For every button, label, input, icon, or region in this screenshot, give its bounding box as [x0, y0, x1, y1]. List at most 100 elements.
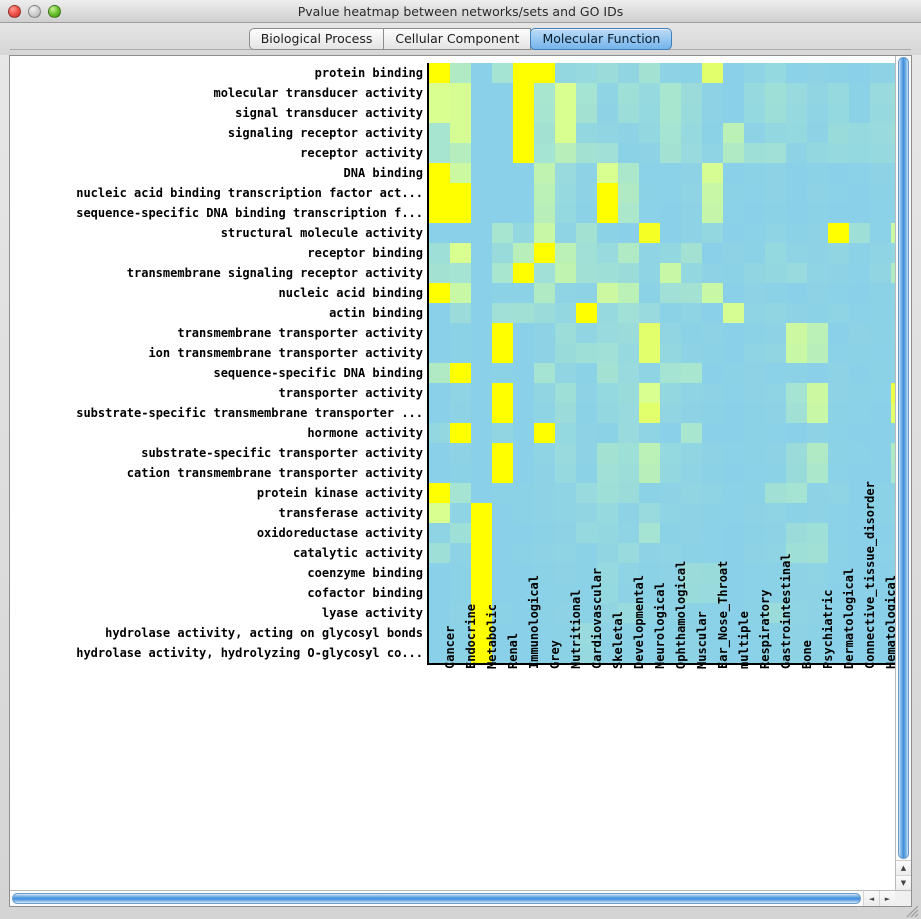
heatmap-cell[interactable] [471, 63, 492, 83]
heatmap-cell[interactable] [723, 363, 744, 383]
heatmap-cell[interactable] [870, 623, 891, 643]
heatmap-cell[interactable] [450, 83, 471, 103]
heatmap-cell[interactable] [471, 383, 492, 403]
heatmap-cell[interactable] [702, 83, 723, 103]
heatmap-cell[interactable] [681, 183, 702, 203]
heatmap-cell[interactable] [555, 403, 576, 423]
heatmap-cell[interactable] [597, 463, 618, 483]
heatmap-cell[interactable] [702, 283, 723, 303]
heatmap-cell[interactable] [555, 163, 576, 183]
heatmap-cell[interactable] [534, 523, 555, 543]
heatmap-cell[interactable] [576, 303, 597, 323]
heatmap-cell[interactable] [639, 343, 660, 363]
heatmap-cell[interactable] [429, 243, 450, 263]
heatmap-cell[interactable] [618, 283, 639, 303]
heatmap-cell[interactable] [450, 463, 471, 483]
heatmap-cell[interactable] [576, 643, 597, 663]
heatmap-cell[interactable] [450, 223, 471, 243]
heatmap-cell[interactable] [576, 323, 597, 343]
heatmap-cell[interactable] [723, 243, 744, 263]
heatmap-cell[interactable] [429, 483, 450, 503]
heatmap-cell[interactable] [450, 183, 471, 203]
heatmap-cell[interactable] [765, 343, 786, 363]
heatmap-cell[interactable] [765, 423, 786, 443]
heatmap-cell[interactable] [765, 563, 786, 583]
heatmap-cell[interactable] [471, 463, 492, 483]
heatmap-cell[interactable] [786, 523, 807, 543]
heatmap-cell[interactable] [555, 303, 576, 323]
vertical-scrollbar[interactable]: ▲ ▼ [895, 56, 911, 891]
heatmap-cell[interactable] [828, 503, 849, 523]
heatmap-cell[interactable] [513, 443, 534, 463]
heatmap-cell[interactable] [618, 223, 639, 243]
heatmap-cell[interactable] [492, 263, 513, 283]
heatmap-cell[interactable] [597, 563, 618, 583]
heatmap-cell[interactable] [702, 263, 723, 283]
heatmap-cell[interactable] [555, 223, 576, 243]
heatmap-cell[interactable] [786, 203, 807, 223]
heatmap-cell[interactable] [744, 203, 765, 223]
heatmap-cell[interactable] [450, 283, 471, 303]
heatmap-cell[interactable] [891, 343, 895, 363]
heatmap-cell[interactable] [786, 283, 807, 303]
heatmap-cell[interactable] [849, 363, 870, 383]
heatmap-cell[interactable] [681, 403, 702, 423]
heatmap-cell[interactable] [492, 63, 513, 83]
heatmap-cell[interactable] [765, 523, 786, 543]
heatmap-cell[interactable] [828, 403, 849, 423]
heatmap-cell[interactable] [492, 303, 513, 323]
heatmap-cell[interactable] [429, 623, 450, 643]
heatmap-cell[interactable] [891, 223, 895, 243]
heatmap-cell[interactable] [492, 283, 513, 303]
heatmap-cell[interactable] [597, 403, 618, 423]
heatmap-cell[interactable] [534, 383, 555, 403]
heatmap-cell[interactable] [660, 183, 681, 203]
heatmap-cell[interactable] [471, 543, 492, 563]
heatmap-cell[interactable] [429, 463, 450, 483]
heatmap-cell[interactable] [828, 343, 849, 363]
heatmap-cell[interactable] [576, 523, 597, 543]
heatmap-cell[interactable] [429, 383, 450, 403]
heatmap-cell[interactable] [555, 423, 576, 443]
heatmap-cell[interactable] [702, 623, 723, 643]
heatmap-cell[interactable] [534, 483, 555, 503]
heatmap-cell[interactable] [492, 183, 513, 203]
heatmap-cell[interactable] [702, 123, 723, 143]
heatmap-cell[interactable] [849, 283, 870, 303]
heatmap-cell[interactable] [744, 303, 765, 323]
heatmap-cell[interactable] [471, 343, 492, 363]
heatmap-cell[interactable] [786, 323, 807, 343]
heatmap-cell[interactable] [492, 363, 513, 383]
horizontal-scrollbar[interactable]: ◄ ► [10, 890, 911, 906]
heatmap-cell[interactable] [597, 243, 618, 263]
heatmap-cell[interactable] [513, 383, 534, 403]
heatmap-cell[interactable] [660, 463, 681, 483]
heatmap-cell[interactable] [849, 583, 870, 603]
heatmap-cell[interactable] [660, 103, 681, 123]
heatmap-cell[interactable] [450, 623, 471, 643]
heatmap-cell[interactable] [870, 443, 891, 463]
heatmap-cell[interactable] [828, 203, 849, 223]
heatmap-cell[interactable] [807, 283, 828, 303]
heatmap-cell[interactable] [828, 63, 849, 83]
heatmap-cell[interactable] [807, 403, 828, 423]
heatmap-cell[interactable] [555, 643, 576, 663]
heatmap-cell[interactable] [786, 603, 807, 623]
heatmap-cell[interactable] [807, 183, 828, 203]
heatmap-cell[interactable] [429, 123, 450, 143]
heatmap-cell[interactable] [807, 383, 828, 403]
heatmap-cell[interactable] [849, 223, 870, 243]
heatmap-cell[interactable] [765, 283, 786, 303]
tab-molecular-function[interactable]: Molecular Function [530, 28, 673, 50]
heatmap-cell[interactable] [723, 463, 744, 483]
heatmap-cell[interactable] [660, 163, 681, 183]
heatmap-cell[interactable] [471, 143, 492, 163]
horizontal-scroll-thumb[interactable] [12, 893, 861, 904]
heatmap-cell[interactable] [639, 63, 660, 83]
heatmap-cell[interactable] [555, 63, 576, 83]
heatmap-cell[interactable] [660, 143, 681, 163]
heatmap-cell[interactable] [576, 283, 597, 303]
heatmap-cell[interactable] [891, 603, 895, 623]
heatmap-cell[interactable] [492, 423, 513, 443]
heatmap-cell[interactable] [681, 323, 702, 343]
